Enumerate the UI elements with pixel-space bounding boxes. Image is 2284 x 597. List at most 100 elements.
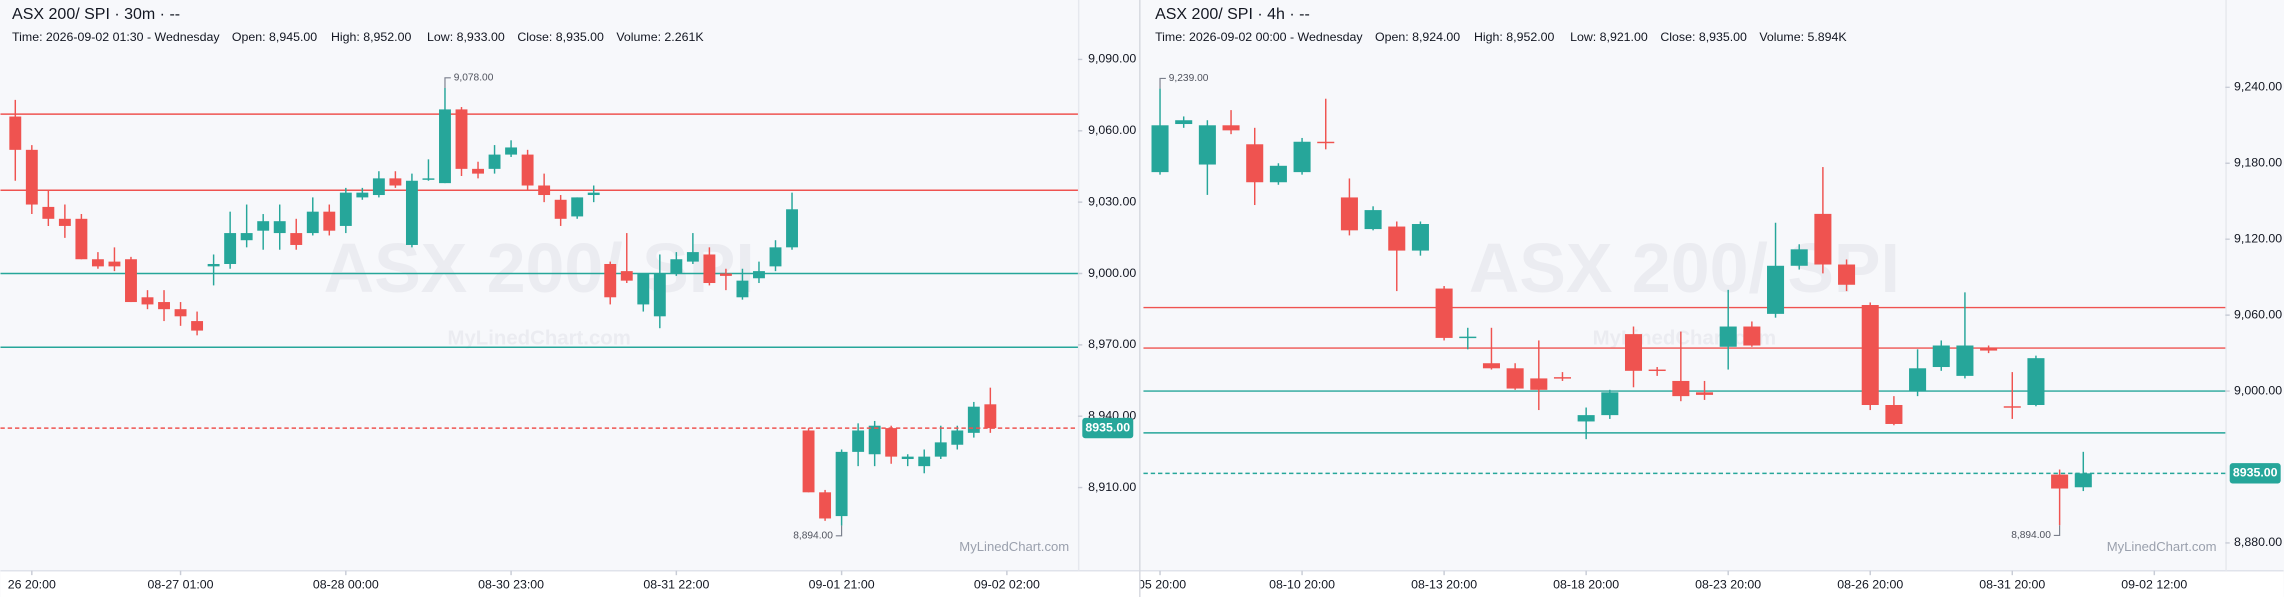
candle-body	[554, 199, 567, 219]
candle-body	[439, 109, 451, 184]
candle-body	[488, 154, 501, 169]
candle-body	[108, 261, 121, 267]
candle-body	[1838, 264, 1856, 285]
candle-body	[472, 168, 484, 174]
candle-body	[901, 456, 914, 460]
x-tick-label: 08-10 20:00	[1269, 578, 1335, 592]
y-tick-label: 9,180.00	[2234, 156, 2282, 170]
chart-title: ASX 200/ SPI · 4h · --	[1155, 6, 1310, 23]
candle-body	[686, 252, 699, 262]
candle-body	[802, 430, 815, 493]
candle-body	[604, 263, 617, 298]
candle-body	[637, 273, 650, 305]
ohlc-info: Low: 8,921.00	[1570, 30, 1648, 44]
annotation-label: 8,894.00	[2011, 530, 2051, 541]
candle-body	[951, 430, 964, 445]
candle-body	[1364, 210, 1382, 230]
candle-body	[703, 254, 716, 284]
candle-body	[158, 302, 170, 310]
ohlc-info: Close: 8,935.00	[1660, 30, 1747, 44]
candle-body	[571, 197, 584, 217]
chart-panel: ASX 200/ SPIMyLinedChart.comMyLinedChart…	[0, 6, 1136, 592]
candle-body	[9, 116, 22, 150]
candle-body	[1790, 249, 1808, 266]
x-tick-label: 08-27 01:00	[148, 578, 214, 592]
annotation-label: 9,239.00	[1169, 73, 1209, 84]
candle-body	[125, 259, 137, 303]
candle-body	[2051, 474, 2069, 489]
candle-body	[1624, 334, 1643, 371]
corner-brand: MyLinedChart.com	[959, 539, 1069, 554]
annotation-marker	[444, 77, 451, 88]
candle-body	[1553, 377, 1572, 379]
y-tick-label: 9,000.00	[1088, 266, 1136, 280]
x-tick-label: 09-02 12:00	[2121, 578, 2187, 592]
candle-body	[1672, 380, 1690, 397]
annotation-label: 9,078.00	[454, 72, 494, 83]
candle-body	[25, 149, 38, 205]
candle-body	[753, 271, 765, 279]
candle-body	[1743, 326, 1761, 346]
candle-body	[1317, 141, 1335, 144]
candle-body	[786, 209, 798, 248]
candle-body	[620, 271, 633, 281]
candle-body	[967, 406, 980, 433]
candle-body	[2003, 406, 2021, 408]
annotation-label: 8,894.00	[793, 530, 833, 541]
y-tick-label: 9,090.00	[1088, 52, 1136, 66]
ohlc-info: High: 8,952.00	[331, 30, 412, 44]
y-tick-label: 9,120.00	[2234, 231, 2282, 245]
candle-body	[174, 309, 187, 317]
y-tick-label: 9,060.00	[1088, 123, 1136, 137]
last-price-label: 8935.00	[2233, 466, 2278, 480]
candle-body	[934, 442, 947, 457]
candle-body	[505, 147, 518, 155]
x-tick-label: 08-31 22:00	[643, 578, 709, 592]
ohlc-info: High: 8,952.00	[1474, 30, 1555, 44]
ohlc-info: Volume: 2.261K	[616, 30, 704, 44]
candle-body	[1222, 125, 1240, 131]
candle-body	[653, 273, 666, 317]
candle-body	[1695, 392, 1714, 395]
candle-body	[1909, 368, 1927, 392]
candle-body	[885, 428, 898, 457]
candle-body	[984, 404, 997, 429]
ohlc-info: Volume: 5.894K	[1759, 30, 1847, 44]
x-tick-label: 08-18 20:00	[1553, 578, 1619, 592]
candle-body	[1388, 226, 1406, 251]
y-tick-label: 9,000.00	[2234, 383, 2282, 397]
x-tick-label: 08-13 20:00	[1411, 578, 1477, 592]
x-tick-label: 08-23 20:00	[1695, 578, 1761, 592]
chart-panel: ASX 200/ SPIMyLinedChart.comMyLinedChart…	[1141, 6, 2283, 592]
candle-body	[58, 218, 71, 226]
corner-brand: MyLinedChart.com	[2107, 539, 2217, 554]
candle-body	[918, 456, 931, 467]
chart-title: ASX 200/ SPI · 30m · --	[12, 6, 180, 23]
candle-body	[1601, 392, 1619, 416]
candle-body	[191, 321, 204, 331]
last-price-tag	[1082, 417, 1134, 439]
ohlc-info: Low: 8,933.00	[427, 30, 505, 44]
ohlc-info: Close: 8,935.00	[517, 30, 604, 44]
candle-body	[240, 233, 253, 241]
candle-body	[389, 178, 402, 186]
candle-body	[1577, 415, 1595, 422]
candle-body	[868, 425, 881, 455]
last-price-label: 8935.00	[1085, 420, 1130, 434]
candle-body	[339, 192, 352, 226]
candle-body	[372, 178, 385, 196]
candle-body	[455, 109, 468, 169]
candle-body	[273, 221, 286, 234]
candle-body	[207, 263, 220, 267]
candle-body	[719, 273, 732, 276]
x-tick-label: 08-26 20:00	[1837, 578, 1903, 592]
candle-body	[852, 430, 865, 452]
candle-body	[356, 192, 369, 198]
candle-body	[1175, 120, 1193, 125]
x-tick-label: 08-31 20:00	[1979, 578, 2045, 592]
candle-body	[736, 280, 749, 298]
candle-body	[306, 211, 319, 234]
candle-body	[670, 259, 683, 274]
last-price-tag	[2229, 463, 2281, 484]
